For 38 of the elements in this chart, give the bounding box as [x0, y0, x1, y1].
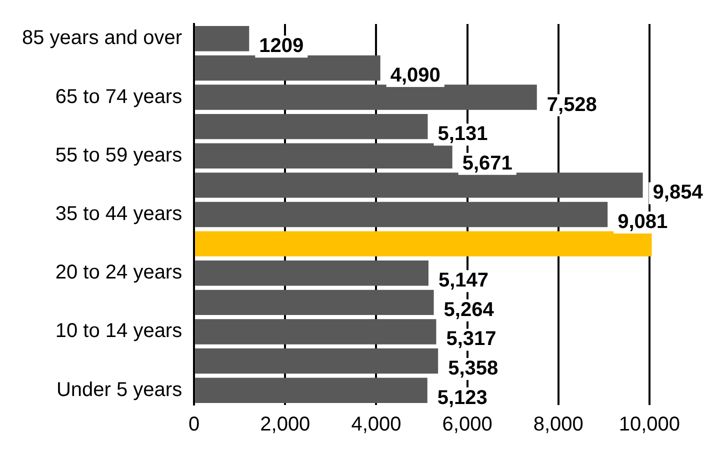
data-label: 5,123 [437, 386, 488, 409]
bar [195, 26, 250, 52]
bar [195, 319, 436, 344]
bar [195, 55, 380, 81]
data-label: 5,131 [438, 123, 488, 146]
y-tick-label: 85 years and over [22, 27, 182, 50]
data-label: 7,528 [546, 94, 597, 116]
x-tick-label: 0 [188, 414, 200, 436]
data-label: 5,317 [446, 328, 496, 350]
y-tick-label: 35 to 44 years [55, 203, 182, 226]
data-label: 5,264 [444, 298, 495, 321]
data-label: 5,671 [462, 152, 512, 174]
bar [195, 378, 428, 403]
data-label: 5,147 [438, 270, 489, 292]
x-tick-label: 2,000 [260, 414, 310, 436]
data-label: 9,081 [618, 211, 668, 234]
bar [195, 84, 537, 110]
data-label: 9,854 [652, 182, 704, 204]
x-tick-label: 4,000 [351, 414, 402, 436]
bar [195, 143, 452, 168]
data-label: 1209 [259, 35, 304, 58]
bar [195, 348, 438, 374]
x-tick-label: 10,000 [618, 414, 680, 436]
bar [195, 231, 652, 256]
y-tick-label: 55 to 59 years [55, 144, 182, 166]
data-label: 5,358 [448, 358, 498, 380]
bar [195, 172, 643, 198]
y-tick-label: 10 to 14 years [55, 320, 182, 342]
y-tick-label: Under 5 years [56, 378, 182, 401]
bar [195, 114, 428, 140]
bar [195, 290, 434, 316]
bar [195, 202, 608, 228]
x-tick-label: 6,000 [442, 414, 492, 436]
data-label: 4,090 [390, 64, 440, 86]
x-tick-label: 8,000 [533, 414, 584, 436]
bar [195, 260, 428, 286]
y-tick-label: 65 to 74 years [55, 86, 182, 108]
y-tick-label: 20 to 24 years [55, 262, 182, 284]
